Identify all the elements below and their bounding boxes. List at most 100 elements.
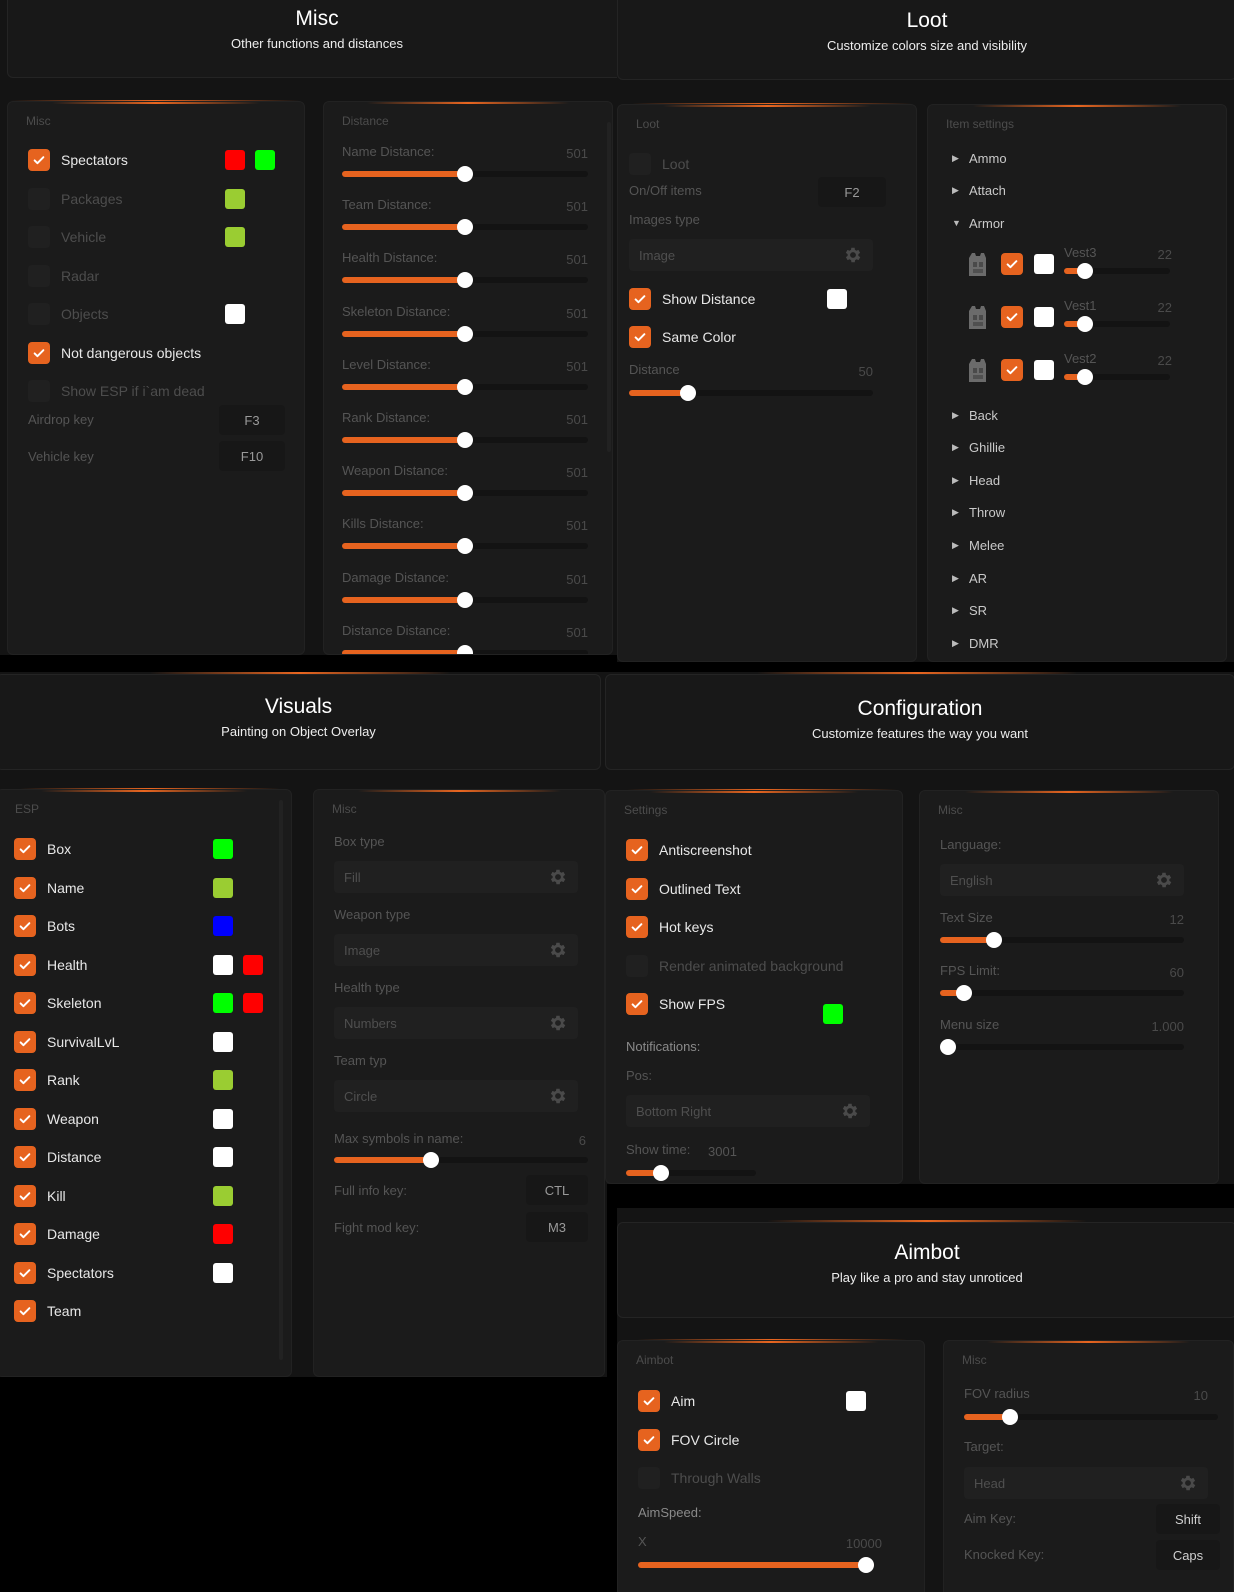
- max-symbols-slider[interactable]: [334, 1152, 588, 1168]
- show-time-slider[interactable]: [626, 1165, 756, 1181]
- esp-damage-color-swatch[interactable]: [213, 1224, 233, 1244]
- esp-kill-color-swatch[interactable]: [213, 1185, 233, 1206]
- esp-team-checkbox[interactable]: [14, 1300, 36, 1322]
- vehicle-row[interactable]: Vehicle: [28, 225, 106, 249]
- show-esp-if-i-am-dead-row[interactable]: Show ESP if i`am dead: [28, 379, 205, 403]
- slider-knob[interactable]: [1001, 1409, 1018, 1425]
- esp-distance-color-swatch[interactable]: [213, 1147, 233, 1167]
- slider-knob[interactable]: [940, 1038, 956, 1055]
- gear-icon[interactable]: [1178, 1473, 1198, 1493]
- health-distance-slider[interactable]: [342, 272, 588, 289]
- slider-knob[interactable]: [457, 272, 473, 289]
- text-size-slider[interactable]: [940, 932, 1184, 948]
- gear-icon[interactable]: [843, 245, 863, 265]
- show-distance-checkbox[interactable]: [629, 288, 651, 310]
- aim-row[interactable]: Aim: [638, 1389, 695, 1413]
- kills-distance-slider[interactable]: [342, 538, 588, 555]
- objects-checkbox[interactable]: [28, 303, 50, 325]
- slider-knob[interactable]: [956, 985, 973, 1002]
- rank-distance-slider[interactable]: [342, 432, 588, 448]
- loot-checkbox-row[interactable]: Loot: [629, 152, 689, 176]
- skeleton-distance-slider[interactable]: [342, 325, 588, 342]
- aim-key-button[interactable]: Shift: [1156, 1504, 1220, 1534]
- tree-item-sr[interactable]: ▶ SR: [952, 601, 987, 621]
- gear-icon[interactable]: [548, 867, 568, 887]
- objects-color-swatch[interactable]: [225, 304, 245, 324]
- full-info-key-button[interactable]: CTL: [526, 1175, 588, 1205]
- armor-item-color-swatch[interactable]: [1034, 254, 1054, 274]
- tree-item-attach[interactable]: ▶ Attach: [952, 181, 1006, 201]
- fps-color-swatch[interactable]: [823, 1004, 843, 1024]
- esp-box-checkbox[interactable]: [14, 838, 36, 860]
- slider-knob[interactable]: [457, 432, 473, 448]
- gear-icon[interactable]: [548, 1013, 568, 1033]
- show-distance-row[interactable]: Show Distance: [629, 287, 755, 311]
- slider-knob[interactable]: [1077, 369, 1094, 385]
- same-color-row[interactable]: Same Color: [629, 325, 736, 349]
- spectators-color-swatch[interactable]: [255, 150, 275, 170]
- slider-knob[interactable]: [985, 932, 1002, 948]
- esp-name-row[interactable]: Name: [14, 876, 84, 900]
- fight-mod-key-button[interactable]: M3: [526, 1212, 588, 1242]
- armor-item-checkbox[interactable]: [1001, 253, 1023, 275]
- level-distance-slider[interactable]: [342, 378, 588, 395]
- slider-knob[interactable]: [457, 644, 473, 654]
- not-dangerous-objects-checkbox[interactable]: [28, 341, 50, 364]
- tree-item-dmr[interactable]: ▶ DMR: [952, 633, 999, 653]
- armor-item-checkbox[interactable]: [1001, 359, 1023, 381]
- spectators-row[interactable]: Spectators: [28, 148, 128, 172]
- tree-item-ghillie[interactable]: ▶ Ghillie: [952, 438, 1005, 458]
- esp-spectators-checkbox[interactable]: [14, 1261, 36, 1284]
- gear-icon[interactable]: [1154, 870, 1174, 890]
- slider-knob[interactable]: [457, 485, 473, 502]
- language-select[interactable]: English: [940, 864, 1184, 896]
- target-select[interactable]: Head: [964, 1467, 1208, 1499]
- esp-rank-checkbox[interactable]: [14, 1069, 36, 1091]
- knocked-key-button[interactable]: Caps: [1156, 1540, 1220, 1570]
- esp-box-color-swatch[interactable]: [213, 839, 233, 859]
- hot-keys-checkbox[interactable]: [626, 916, 648, 938]
- slider-knob[interactable]: [457, 166, 473, 182]
- gear-icon[interactable]: [548, 1086, 568, 1106]
- vehicle-key-button[interactable]: F10: [219, 441, 285, 471]
- esp-survivallvl-checkbox[interactable]: [14, 1030, 36, 1053]
- esp-damage-checkbox[interactable]: [14, 1223, 36, 1245]
- esp-kill-row[interactable]: Kill: [14, 1184, 66, 1208]
- slider-knob[interactable]: [457, 591, 473, 608]
- same-color-checkbox[interactable]: [629, 326, 651, 348]
- esp-distance-row[interactable]: Distance: [14, 1145, 101, 1169]
- armor-item-color-swatch[interactable]: [1034, 307, 1054, 327]
- tree-item-melee[interactable]: ▶ Melee: [952, 535, 1004, 555]
- esp-bots-checkbox[interactable]: [14, 915, 36, 937]
- slider-knob[interactable]: [858, 1557, 874, 1573]
- esp-name-color-swatch[interactable]: [213, 877, 233, 898]
- fov-slider[interactable]: [964, 1409, 1218, 1425]
- slider-knob[interactable]: [422, 1152, 439, 1168]
- esp-survivallvl-row[interactable]: SurvivalLvL: [14, 1030, 119, 1054]
- esp-health-color-swatch[interactable]: [243, 954, 263, 975]
- gear-icon[interactable]: [548, 940, 568, 960]
- objects-row[interactable]: Objects: [28, 302, 108, 326]
- team-distance-slider[interactable]: [342, 219, 588, 236]
- slider-knob[interactable]: [1077, 263, 1094, 279]
- esp-bots-row[interactable]: Bots: [14, 914, 75, 938]
- armor-item-color-swatch[interactable]: [1034, 360, 1054, 380]
- esp-team-row[interactable]: Team: [14, 1299, 81, 1323]
- spectators-color-swatch[interactable]: [225, 150, 245, 170]
- distance-slider[interactable]: [629, 385, 873, 401]
- slider-knob[interactable]: [457, 325, 473, 342]
- packages-row[interactable]: Packages: [28, 187, 122, 211]
- outlined-text-checkbox[interactable]: [626, 877, 648, 900]
- weapon-type-select[interactable]: Image: [334, 934, 578, 966]
- vehicle-checkbox[interactable]: [28, 226, 50, 248]
- team-typ-select[interactable]: Circle: [334, 1080, 578, 1112]
- esp-skeleton-color-swatch[interactable]: [213, 993, 233, 1013]
- esp-distance-checkbox[interactable]: [14, 1146, 36, 1168]
- radar-checkbox[interactable]: [28, 264, 50, 287]
- weapon-distance-slider[interactable]: [342, 485, 588, 502]
- distance-distance-slider[interactable]: [342, 644, 588, 654]
- antiscreenshot-checkbox[interactable]: [626, 839, 648, 861]
- loot-checkbox[interactable]: [629, 153, 651, 175]
- fps-limit-slider[interactable]: [940, 985, 1184, 1002]
- armor-item-checkbox[interactable]: [1001, 306, 1023, 328]
